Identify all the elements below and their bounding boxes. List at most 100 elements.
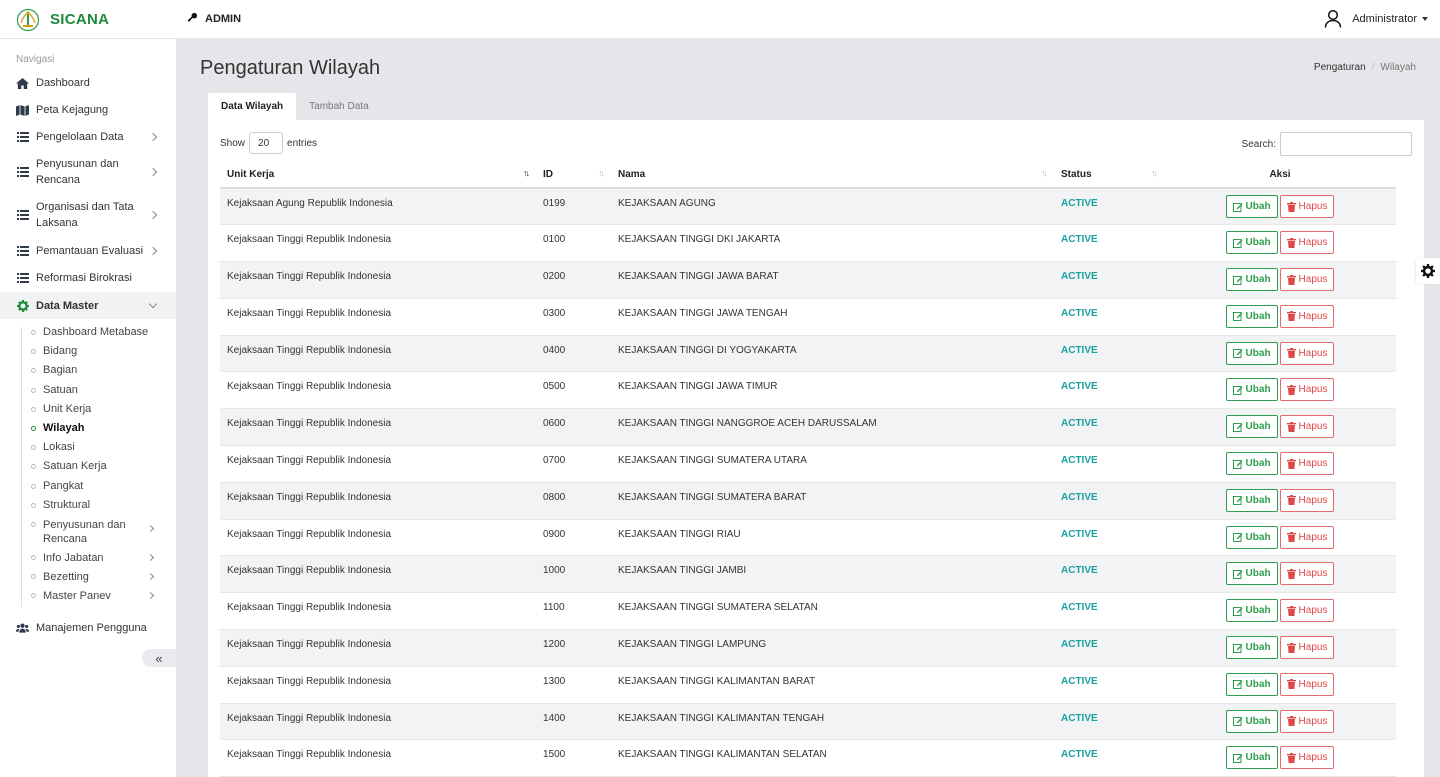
delete-button[interactable]: Hapus	[1279, 231, 1335, 255]
tab-data-wilayah[interactable]: Data Wilayah	[208, 93, 297, 120]
cell-aksi: Ubah Hapus	[1164, 740, 1396, 777]
column-header-unit-kerja[interactable]: Unit Kerja ↑↓	[220, 162, 536, 189]
cell-aksi: Ubah Hapus	[1164, 556, 1396, 593]
delete-button[interactable]: Hapus	[1279, 415, 1335, 439]
cell-id: 1500	[543, 749, 566, 761]
trash-icon	[1286, 274, 1296, 285]
delete-button[interactable]: Hapus	[1279, 709, 1335, 733]
edit-button[interactable]: Ubah	[1225, 268, 1278, 292]
delete-button[interactable]: Hapus	[1279, 488, 1335, 512]
delete-button[interactable]: Hapus	[1279, 599, 1335, 623]
submenu-item[interactable]: Penyusunan dan Rencana	[43, 519, 126, 545]
submenu-item[interactable]: Wilayah	[43, 422, 85, 434]
edit-button[interactable]: Ubah	[1225, 452, 1278, 476]
table-row: Kejaksaan Tinggi Republik Indonesia 0800 K…	[220, 482, 1396, 520]
delete-button[interactable]: Hapus	[1279, 746, 1335, 770]
sidebar-item-manajemen-pengguna[interactable]: Manajemen Pengguna	[0, 620, 176, 636]
submenu-item[interactable]: Master Panev	[43, 590, 111, 602]
submenu-item[interactable]: Bezetting	[43, 571, 89, 583]
submenu-item[interactable]: Bidang	[43, 345, 78, 358]
edit-button[interactable]: Ubah	[1225, 378, 1278, 402]
cell-aksi: Ubah Hapus	[1164, 298, 1396, 335]
edit-button[interactable]: Ubah	[1225, 599, 1278, 623]
delete-button[interactable]: Hapus	[1279, 378, 1335, 402]
submenu-item[interactable]: Bagian	[43, 364, 78, 377]
tree-line	[21, 327, 22, 607]
submenu-item[interactable]: Pangkat	[43, 479, 84, 492]
search-input[interactable]	[1280, 132, 1412, 156]
edit-button[interactable]: Ubah	[1225, 636, 1278, 660]
gear-icon	[1421, 264, 1435, 278]
delete-button[interactable]: Hapus	[1279, 636, 1335, 660]
sidebar-item-reformasi-birokrasi[interactable]: Reformasi Birokrasi	[0, 270, 176, 286]
submenu-item[interactable]: Unit Kerja	[43, 402, 92, 415]
edit-button[interactable]: Ubah	[1225, 341, 1278, 365]
trash-icon	[1286, 458, 1296, 469]
submenu-item[interactable]: Satuan Kerja	[43, 460, 107, 473]
delete-button[interactable]: Hapus	[1279, 525, 1335, 549]
role-label: ADMIN	[187, 12, 241, 26]
sidebar-item-data-master[interactable]: Data Master	[0, 292, 176, 319]
trash-icon	[1286, 237, 1296, 248]
breadcrumb-item-pengaturan[interactable]: Pengaturan	[1313, 62, 1366, 73]
search-control: Search:	[1242, 132, 1412, 156]
user-menu[interactable]: Administrator	[1324, 9, 1428, 28]
table-row: Kejaksaan Tinggi Republik Indonesia 1300 K…	[220, 666, 1396, 704]
brand[interactable]: SICANA	[16, 7, 109, 32]
cell-unit-kerja: Kejaksaan Tinggi Republik Indonesia	[227, 271, 391, 283]
entries-control: Show 20 entries	[220, 132, 317, 154]
edit-button[interactable]: Ubah	[1225, 525, 1278, 549]
edit-button[interactable]: Ubah	[1225, 709, 1278, 733]
cell-unit-kerja: Kejaksaan Tinggi Republik Indonesia	[227, 639, 391, 651]
trash-icon	[1286, 679, 1296, 690]
sidebar-item-pengelolaan-data[interactable]: Pengelolaan Data	[0, 129, 176, 145]
submenu-item[interactable]: Info Jabatan	[43, 552, 104, 564]
delete-button[interactable]: Hapus	[1279, 195, 1335, 218]
edit-button[interactable]: Ubah	[1225, 488, 1278, 512]
edit-button[interactable]: Ubah	[1225, 415, 1278, 439]
sidebar-item-dashboard[interactable]: Dashboard	[0, 75, 176, 91]
logo-icon	[16, 8, 40, 32]
submenu-item[interactable]: Satuan	[43, 383, 78, 396]
delete-button[interactable]: Hapus	[1279, 452, 1335, 476]
delete-button[interactable]: Hapus	[1279, 562, 1335, 586]
delete-button[interactable]: Hapus	[1279, 672, 1335, 696]
submenu-item[interactable]: Lokasi	[43, 441, 75, 454]
column-header-nama[interactable]: Nama ↑↓	[611, 162, 1054, 189]
cell-aksi: Ubah Hapus	[1164, 630, 1396, 667]
cell-id: 0900	[543, 528, 566, 540]
sidebar-item-pemantauan-evaluasi[interactable]: Pemantauan Evaluasi	[0, 243, 176, 259]
settings-gear-button[interactable]	[1416, 258, 1440, 284]
edit-button[interactable]: Ubah	[1225, 304, 1278, 328]
edit-button[interactable]: Ubah	[1225, 672, 1278, 696]
tab-tambah-data[interactable]: Tambah Data	[309, 101, 369, 112]
table-card: Show 20 entries Search: Unit Kerja ↑↓ ID ↑…	[208, 120, 1424, 777]
edit-button[interactable]: Ubah	[1225, 746, 1278, 770]
sidebar-item-peta-kejagung[interactable]: Peta Kejagung	[0, 102, 176, 118]
entries-select[interactable]: 20	[249, 132, 284, 154]
trash-icon	[1286, 384, 1296, 395]
cell-aksi: Ubah Hapus	[1164, 703, 1396, 740]
edit-button[interactable]: Ubah	[1225, 195, 1278, 218]
column-header-status[interactable]: Status ↑↓	[1054, 162, 1164, 189]
top-bar: SICANA ADMIN Administrator	[0, 0, 1440, 39]
edit-button[interactable]: Ubah	[1225, 231, 1278, 255]
sidebar-item-penyusunan-rencana[interactable]: Penyusunan dan Rencana	[0, 156, 176, 188]
tree-node-icon	[31, 574, 36, 579]
submenu-item[interactable]: Dashboard Metabase	[43, 326, 149, 338]
status-badge: ACTIVE	[1061, 455, 1098, 467]
column-header-id[interactable]: ID ↑↓	[536, 162, 611, 189]
edit-button[interactable]: Ubah	[1225, 562, 1278, 586]
tree-node-icon	[31, 502, 36, 508]
cell-id: 0300	[543, 307, 566, 319]
breadcrumb: Pengaturan / Wilayah	[1314, 62, 1416, 73]
cell-nama: KEJAKSAAN TINGGI JAWA TENGAH	[618, 307, 788, 319]
delete-button[interactable]: Hapus	[1279, 304, 1335, 328]
chevron-down-icon	[1422, 16, 1428, 21]
delete-button[interactable]: Hapus	[1279, 268, 1335, 292]
sidebar-item-organisasi-tata-laksana[interactable]: Organisasi dan Tata Laksana	[0, 199, 176, 231]
tree-node-icon	[31, 522, 36, 527]
submenu-item[interactable]: Struktural	[43, 498, 91, 511]
sidebar-collapse-button[interactable]: «	[142, 649, 176, 667]
delete-button[interactable]: Hapus	[1279, 341, 1335, 365]
